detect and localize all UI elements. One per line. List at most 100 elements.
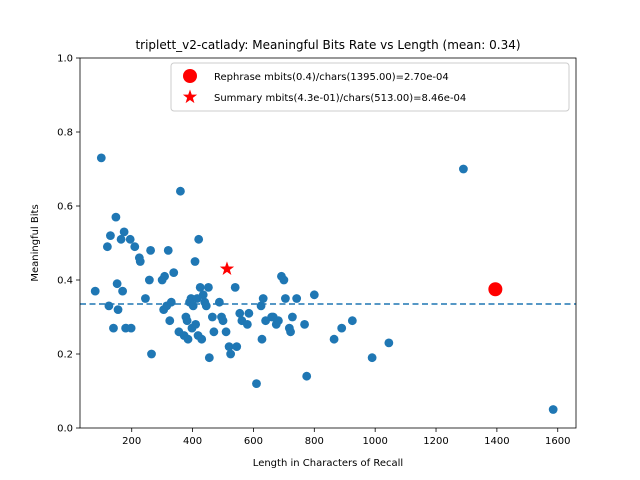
data-point xyxy=(232,342,242,351)
data-point xyxy=(300,320,309,329)
data-point xyxy=(287,312,297,322)
data-point xyxy=(194,234,204,244)
data-point xyxy=(116,234,126,244)
data-point xyxy=(235,308,245,318)
data-point xyxy=(459,164,468,174)
data-point xyxy=(176,186,185,196)
data-point xyxy=(258,294,268,303)
x-tick-label: 200 xyxy=(122,436,141,447)
data-point xyxy=(279,275,289,285)
data-point xyxy=(221,327,231,337)
x-axis-label: Length in Characters of Recall xyxy=(253,458,403,469)
data-point xyxy=(257,334,267,344)
legend: Rephrase mbits(0.4)/chars(1395.00)=2.70e… xyxy=(170,62,570,112)
plot-frame xyxy=(79,57,577,429)
y-tick-label: 0.2 xyxy=(57,350,73,361)
data-point xyxy=(163,246,173,255)
data-point xyxy=(198,290,208,300)
data-point xyxy=(230,283,240,292)
data-point xyxy=(147,349,156,359)
chart-title: triplett_v2-catlady: Meaningful Bits Rat… xyxy=(135,38,520,52)
y-tick-label: 0.4 xyxy=(57,276,73,287)
y-tick-label: 0.8 xyxy=(57,128,73,139)
plot-background xyxy=(80,58,576,428)
y-axis-ticks: 0.0 0.2 0.4 0.6 0.8 1.0 xyxy=(57,54,80,435)
highlight-points xyxy=(219,261,503,297)
x-tick-label: 400 xyxy=(183,436,202,447)
legend-summary-marker xyxy=(182,89,198,104)
x-tick-label: 600 xyxy=(244,436,263,447)
data-point xyxy=(106,231,115,241)
data-point xyxy=(111,212,121,222)
rephrase-point xyxy=(488,282,503,297)
data-point xyxy=(144,275,154,285)
data-point xyxy=(347,316,357,326)
data-point xyxy=(119,227,129,237)
data-point xyxy=(135,257,145,266)
data-point xyxy=(201,301,211,311)
data-point xyxy=(190,257,200,266)
summary-point xyxy=(219,261,235,275)
x-tick-label: 1600 xyxy=(545,436,570,447)
data-point xyxy=(146,246,155,255)
data-point xyxy=(548,405,558,414)
data-point xyxy=(118,286,128,296)
data-point xyxy=(182,316,192,326)
data-point xyxy=(280,294,290,303)
data-point xyxy=(256,301,266,311)
x-axis-ticks: 200 400 600 800 1000 1200 1400 1600 xyxy=(122,428,570,447)
data-point xyxy=(329,334,339,344)
data-point xyxy=(309,290,319,300)
data-point xyxy=(337,323,347,333)
data-point xyxy=(242,320,252,329)
data-point xyxy=(286,327,295,337)
data-point xyxy=(384,338,394,348)
legend-box xyxy=(170,62,570,112)
data-point xyxy=(302,371,312,381)
data-point xyxy=(96,153,106,163)
data-point xyxy=(195,283,205,292)
data-point xyxy=(204,353,214,363)
data-point xyxy=(165,316,175,326)
data-point xyxy=(367,353,377,363)
data-point xyxy=(224,342,234,351)
data-point xyxy=(209,327,219,337)
data-point xyxy=(292,294,302,303)
legend-summary-label: Summary mbits(4.3e-01)/chars(513.00)=8.4… xyxy=(214,93,466,104)
x-tick-label: 1200 xyxy=(423,436,448,447)
data-point xyxy=(112,279,122,289)
legend-rephrase-marker xyxy=(183,69,197,83)
y-tick-label: 0.0 xyxy=(57,424,73,435)
data-point xyxy=(104,301,114,311)
data-point xyxy=(204,283,213,292)
x-tick-label: 1000 xyxy=(362,436,387,447)
data-point xyxy=(90,286,100,296)
data-point xyxy=(244,308,254,318)
data-point xyxy=(141,294,150,303)
data-point xyxy=(191,320,201,329)
data-point xyxy=(125,234,135,244)
data-point xyxy=(197,334,207,344)
data-point xyxy=(188,301,198,311)
x-tick-label: 1400 xyxy=(484,436,509,447)
x-tick-label: 800 xyxy=(305,436,324,447)
data-point xyxy=(169,268,179,277)
y-tick-label: 0.6 xyxy=(57,202,73,213)
plot-area xyxy=(79,57,577,429)
data-point xyxy=(226,349,236,359)
data-point xyxy=(130,242,140,252)
data-point xyxy=(109,323,118,333)
data-point xyxy=(207,312,217,322)
data-point xyxy=(186,294,196,303)
data-point xyxy=(166,297,176,307)
data-point xyxy=(218,316,228,326)
data-point xyxy=(102,242,112,252)
data-point xyxy=(183,334,193,344)
data-point xyxy=(113,305,123,314)
y-axis-label: Meaningful Bits xyxy=(30,204,41,281)
data-point xyxy=(126,323,136,333)
y-tick-label: 1.0 xyxy=(57,54,73,65)
data-points xyxy=(90,153,558,414)
data-point xyxy=(252,379,261,388)
